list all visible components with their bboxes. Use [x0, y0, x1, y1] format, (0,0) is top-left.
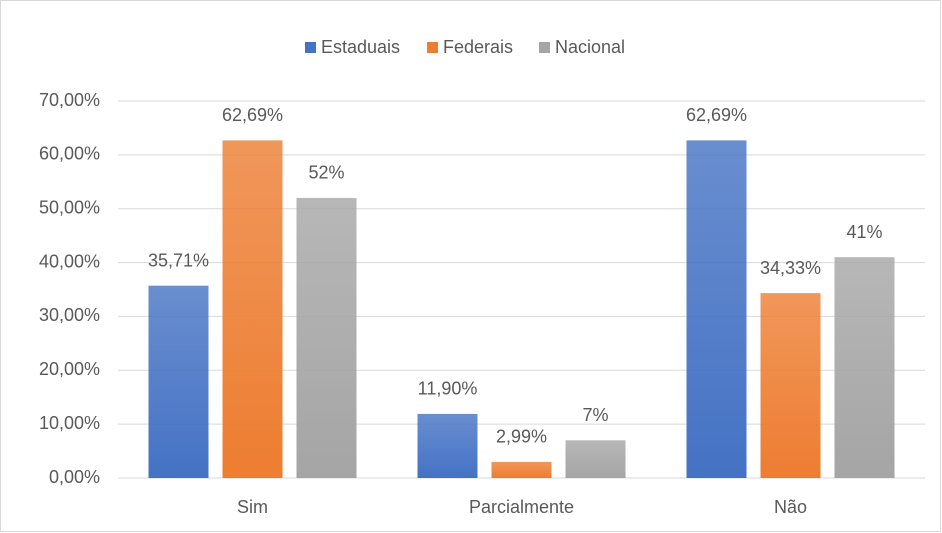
data-label: 7%	[582, 405, 608, 425]
bar	[760, 293, 821, 478]
y-tick-label: 50,00%	[39, 197, 100, 217]
data-label: 41%	[846, 222, 882, 242]
y-tick-label: 40,00%	[39, 251, 100, 271]
y-tick-label: 20,00%	[39, 359, 100, 379]
data-label: 52%	[308, 163, 344, 183]
bar	[296, 197, 357, 478]
x-tick-label: Parcialmente	[469, 497, 574, 517]
legend-swatch	[305, 42, 316, 53]
bar	[491, 461, 552, 478]
y-tick-label: 10,00%	[39, 413, 100, 433]
data-label: 11,90%	[418, 379, 478, 399]
bar	[686, 140, 747, 478]
y-tick-label: 0,00%	[49, 467, 100, 487]
bar	[565, 440, 626, 478]
bar	[222, 140, 283, 478]
data-label: 34,33%	[760, 258, 821, 278]
bar	[834, 257, 895, 478]
bar	[148, 285, 209, 478]
data-label: 35,71%	[148, 250, 209, 270]
data-label: 62,69%	[222, 105, 283, 125]
x-tick-label: Não	[774, 497, 807, 517]
data-label: 62,69%	[686, 105, 747, 125]
legend-label: Nacional	[555, 37, 625, 57]
legend-swatch	[427, 42, 438, 53]
y-tick-label: 30,00%	[39, 305, 100, 325]
y-tick-label: 60,00%	[39, 144, 100, 164]
legend-label: Estaduais	[321, 37, 400, 57]
bar	[417, 413, 478, 478]
x-tick-label: Sim	[237, 497, 268, 517]
data-label: 2,99%	[496, 427, 547, 447]
legend-label: Federais	[443, 37, 513, 57]
legend-swatch	[539, 42, 550, 53]
y-tick-label: 70,00%	[39, 90, 100, 110]
